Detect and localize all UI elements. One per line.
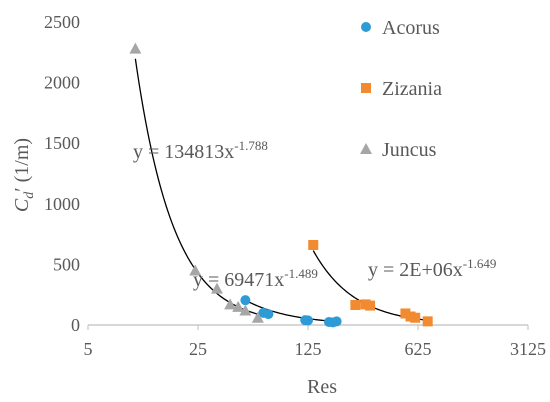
data-point	[303, 315, 313, 326]
y-tick-label: 2500	[44, 12, 80, 32]
x-tick-label: 5	[84, 339, 93, 359]
series-juncus	[129, 42, 264, 323]
x-axis-title: Res	[307, 376, 337, 398]
data-point	[251, 311, 264, 323]
y-axis-title: Cd′ (1/m)	[11, 138, 37, 212]
legend-item-juncus: Juncus	[360, 139, 437, 161]
series-acorus	[240, 295, 342, 328]
data-point	[240, 295, 251, 306]
axes	[87, 324, 529, 330]
data-point	[210, 282, 223, 294]
y-tick-labels: 0 500 1000 1500 2000 2500	[44, 12, 80, 335]
equation-acorus: y = 69471x-1.489	[193, 266, 318, 291]
y-axis-title-symbol: C	[11, 198, 33, 212]
x-tick-label: 25	[189, 339, 207, 359]
y-tick-label: 500	[53, 254, 80, 274]
data-point	[365, 300, 376, 311]
legend-marker	[360, 143, 372, 154]
x-tick-label: 125	[295, 339, 322, 359]
legend-item-zizania: Zizania	[361, 78, 442, 100]
data-point	[239, 304, 252, 316]
legend-item-acorus: Acorus	[361, 17, 440, 39]
y-tick-label: 1000	[44, 194, 80, 214]
data-point	[308, 240, 319, 251]
y-axis-title-subscript: d	[22, 191, 37, 199]
data-point	[129, 42, 142, 54]
data-point	[224, 298, 237, 310]
data-point	[331, 316, 342, 327]
x-tick-label: 625	[405, 339, 432, 359]
equation-juncus: y = 134813x-1.788	[133, 138, 268, 163]
y-tick-label: 1500	[44, 133, 80, 153]
legend-marker	[361, 22, 371, 32]
legend-marker	[361, 83, 371, 93]
legend: Acorus Zizania Juncus	[360, 17, 442, 161]
data-point	[232, 300, 245, 312]
x-tick-labels: 5 25 125 625 3125	[84, 339, 547, 359]
y-tick-label: 2000	[44, 73, 80, 93]
y-tick-label: 0	[71, 315, 80, 335]
x-tick-label: 3125	[510, 339, 546, 359]
legend-label: Juncus	[382, 139, 437, 161]
trendline-acorus	[245, 299, 337, 323]
trendline-equations: y = 134813x-1.788 y = 69471x-1.489 y = 2E+…	[133, 138, 496, 291]
legend-label: Acorus	[382, 17, 440, 39]
data-point	[422, 316, 433, 327]
data-point	[263, 309, 274, 320]
data-point	[410, 312, 421, 323]
data-points	[129, 42, 433, 328]
data-point	[189, 264, 202, 276]
data-point	[400, 308, 411, 319]
data-point	[350, 300, 361, 311]
equation-zizania: y = 2E+06x-1.649	[368, 256, 496, 281]
legend-label: Zizania	[382, 78, 442, 100]
y-axis-title-unit: ′ (1/m)	[11, 138, 33, 192]
series-zizania	[308, 240, 433, 327]
